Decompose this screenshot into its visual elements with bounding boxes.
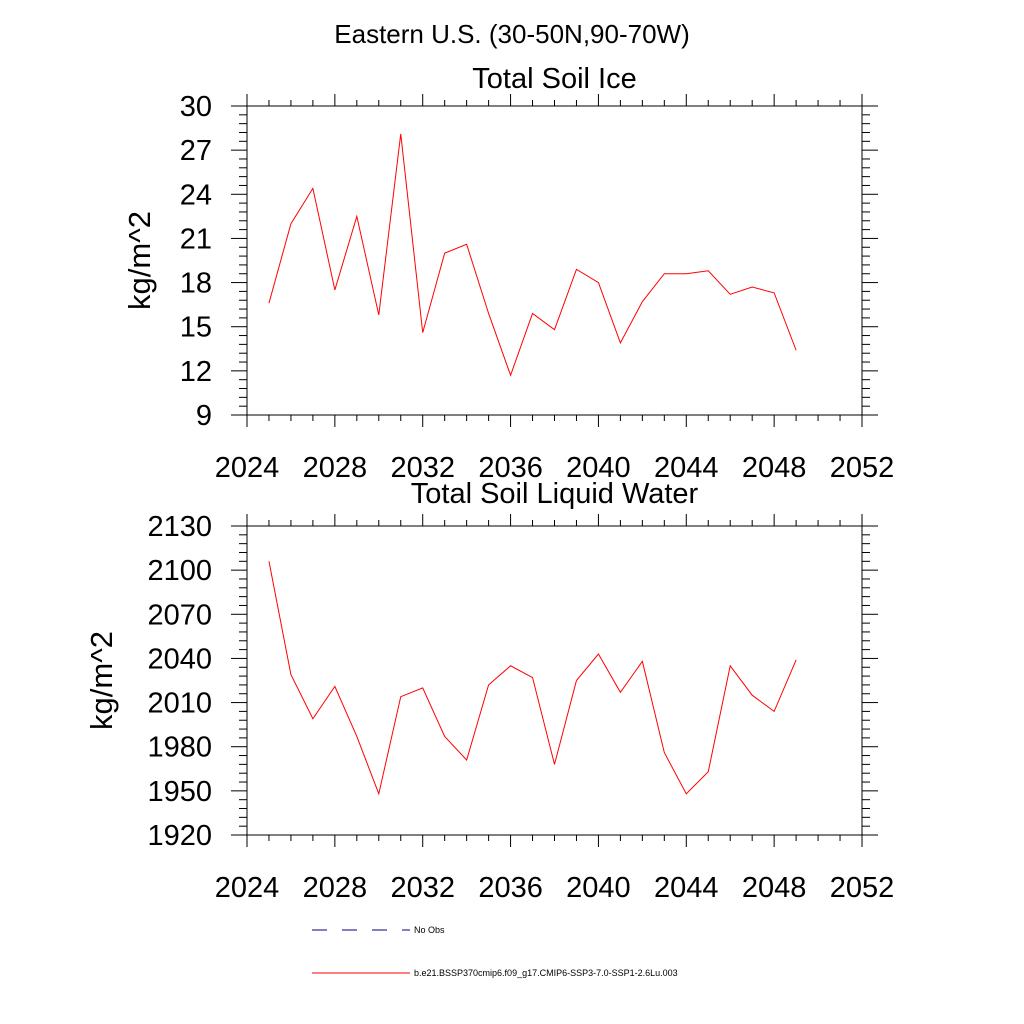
- x-tick-label: 2052: [830, 452, 895, 484]
- x-tick-label: 2048: [742, 452, 807, 484]
- x-tick-label: 2036: [478, 872, 543, 904]
- x-tick-label: 2044: [654, 452, 719, 484]
- plot-frame: [246, 525, 863, 836]
- y-axis-label: kg/m^2: [122, 211, 157, 310]
- y-tick-label: 2040: [147, 643, 212, 675]
- y-tick-label: 1920: [147, 820, 212, 852]
- y-tick-label: 1980: [147, 732, 212, 764]
- panel-total-soil-ice: Total Soil Ice kg/m^2 2024 2028 2032 2036 2040…: [122, 63, 894, 484]
- legend-no-obs-label: No Obs: [414, 925, 445, 935]
- y-tick-label: 2100: [147, 555, 212, 587]
- y-tick-label: 2070: [147, 599, 212, 631]
- panel-total-soil-liquid-water: Total Soil Liquid Water kg/m^2 2024 2028 203…: [84, 478, 894, 904]
- x-tick-label: 2032: [390, 872, 455, 904]
- y-tick-label: 30: [180, 91, 212, 123]
- x-tick-label: 2044: [654, 872, 719, 904]
- x-tick-label: 2036: [478, 452, 543, 484]
- y-tick-label: 1950: [147, 776, 212, 808]
- y-tick-label: 12: [180, 356, 212, 388]
- x-tick-label: 2040: [566, 872, 631, 904]
- x-tick-label: 2028: [303, 872, 368, 904]
- y-tick-label: 9: [196, 400, 212, 432]
- legend: No Obs b.e21.BSSP370cmip6.f09_g17.CMIP6-…: [312, 925, 678, 978]
- x-tick-label: 2024: [215, 452, 280, 484]
- x-tick-label: 2032: [390, 452, 455, 484]
- y-tick-label: 24: [180, 179, 212, 211]
- x-tick-label: 2028: [303, 452, 368, 484]
- y-tick-label: 2130: [147, 511, 212, 543]
- chart-title: Total Soil Liquid Water: [411, 478, 699, 510]
- plot-frame: [246, 105, 863, 416]
- figure-suptitle: Eastern U.S. (30-50N,90-70W): [334, 19, 689, 49]
- y-tick-label: 27: [180, 135, 212, 167]
- x-tick-label: 2024: [215, 872, 280, 904]
- x-tick-label: 2052: [830, 872, 895, 904]
- y-tick-label: 18: [180, 268, 212, 300]
- series-line: [268, 133, 797, 377]
- x-tick-label: 2040: [566, 452, 631, 484]
- y-tick-label: 21: [180, 223, 212, 255]
- series-line: [268, 561, 797, 796]
- y-tick-label: 2010: [147, 688, 212, 720]
- y-tick-label: 15: [180, 312, 212, 344]
- legend-model-label: b.e21.BSSP370cmip6.f09_g17.CMIP6-SSP3-7.…: [414, 968, 678, 978]
- chart-title: Total Soil Ice: [472, 63, 636, 95]
- x-tick-label: 2048: [742, 872, 807, 904]
- y-axis-label: kg/m^2: [84, 631, 119, 730]
